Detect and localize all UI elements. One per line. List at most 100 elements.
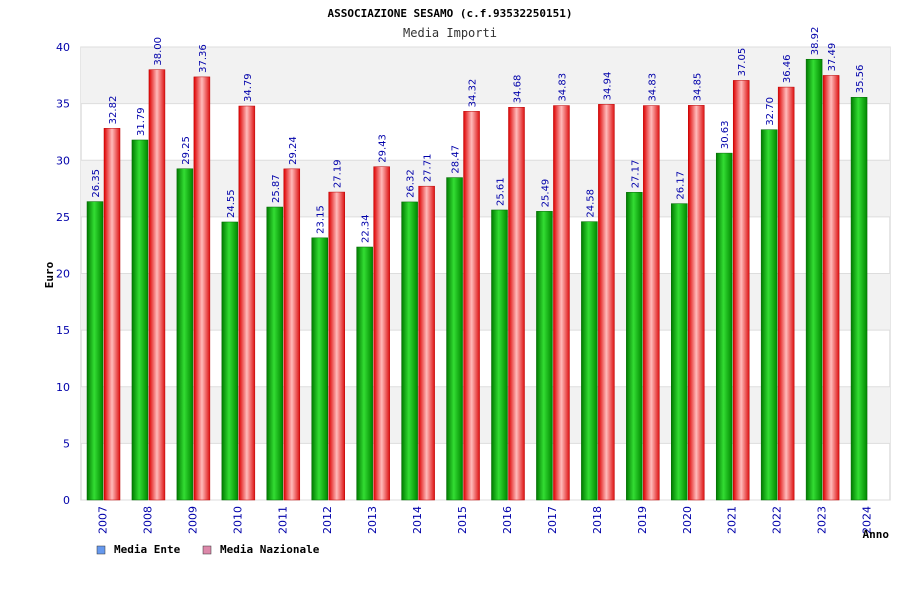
- bar-media-ente: [131, 139, 149, 501]
- bar-media-ente: [311, 237, 328, 501]
- data-label: 34.83: [557, 73, 568, 102]
- y-axis-label: Euro: [43, 261, 56, 288]
- bar-media-nazionale: [148, 69, 166, 501]
- data-label: 30.63: [720, 120, 731, 149]
- x-tick-label: 2010: [231, 506, 244, 534]
- x-tick-label: 2018: [591, 506, 604, 534]
- data-label: 29.43: [378, 134, 389, 163]
- data-label: 25.87: [271, 174, 282, 203]
- y-tick-label: 40: [56, 41, 70, 54]
- data-label: 37.49: [827, 43, 838, 72]
- bar-media-ente: [401, 201, 418, 501]
- bar-media-ente: [850, 97, 868, 501]
- data-label: 35.56: [855, 65, 866, 94]
- x-tick-label: 2015: [456, 506, 469, 534]
- bar-media-nazionale: [238, 105, 256, 501]
- x-tick-label: 2009: [186, 506, 199, 534]
- data-label: 34.79: [243, 73, 254, 102]
- bar-media-nazionale: [373, 166, 390, 501]
- x-tick-label: 2020: [681, 506, 694, 534]
- bar-media-nazionale: [822, 75, 840, 501]
- data-label: 36.46: [782, 54, 793, 83]
- chart-subtitle: Media Importi: [403, 26, 497, 40]
- data-label: 24.58: [585, 189, 596, 218]
- y-tick-label: 30: [56, 154, 70, 167]
- grid-band: [81, 386, 890, 444]
- data-label: 27.19: [333, 159, 344, 188]
- y-tick-label: 15: [56, 324, 70, 337]
- bar-media-nazionale: [777, 86, 795, 501]
- bar-media-ente: [626, 192, 643, 501]
- x-tick-labels: 2007 2008 2009 2010 2011 2012 2013 2014 2015 2016…: [96, 506, 873, 534]
- data-label: 29.24: [288, 136, 299, 165]
- data-label: 32.82: [108, 96, 119, 125]
- bar-media-nazionale: [328, 191, 345, 501]
- data-label: 29.25: [181, 136, 192, 165]
- y-tick-label: 20: [56, 268, 70, 281]
- x-tick-label: 2024: [861, 506, 874, 534]
- x-tick-label: 2007: [96, 506, 109, 534]
- bar-media-ente: [536, 211, 553, 501]
- bar-media-ente: [805, 58, 823, 501]
- data-label: 28.47: [451, 145, 462, 174]
- data-label: 27.71: [423, 154, 434, 183]
- data-label: 38.00: [153, 37, 164, 66]
- bar-media-nazionale: [283, 168, 301, 501]
- x-axis-label: Anno: [863, 528, 890, 541]
- bars: [86, 58, 868, 501]
- bar-media-ente: [356, 246, 373, 501]
- data-label: 25.49: [540, 179, 551, 208]
- data-label: 26.35: [91, 169, 102, 198]
- x-tick-label: 2017: [546, 506, 559, 534]
- bar-media-nazionale: [463, 111, 480, 501]
- bar-media-nazionale: [193, 76, 211, 501]
- y-tick-label: 0: [63, 494, 70, 507]
- legend-label-ente: Media Ente: [114, 543, 181, 556]
- data-label: 26.17: [675, 171, 686, 200]
- grid-lines: [81, 46, 890, 501]
- x-tick-label: 2023: [816, 506, 829, 534]
- bar-media-ente: [266, 206, 284, 501]
- data-label: 34.32: [468, 79, 479, 108]
- x-tick-label: 2021: [726, 506, 739, 534]
- bar-media-nazionale: [508, 106, 525, 501]
- x-tick-label: 2012: [321, 506, 334, 534]
- data-label: 22.34: [361, 214, 372, 243]
- bar-media-ente: [221, 221, 239, 501]
- x-tick-label: 2011: [276, 506, 289, 534]
- data-label: 31.79: [136, 107, 147, 136]
- bar-media-ente: [446, 177, 463, 501]
- bar-media-ente: [760, 129, 778, 501]
- y-tick-label: 35: [56, 98, 70, 111]
- x-tick-label: 2022: [771, 506, 784, 534]
- legend-label-nazionale: Media Nazionale: [220, 543, 320, 556]
- bar-media-nazionale: [688, 105, 705, 501]
- legend-swatch-ente: [96, 545, 106, 555]
- y-tick-labels: 0 5 10 15 20 25 30 35 40: [56, 41, 70, 507]
- data-label: 26.32: [406, 169, 417, 198]
- bar-media-ente: [176, 168, 194, 501]
- x-tick-label: 2019: [636, 506, 649, 534]
- bar-media-nazionale: [598, 104, 615, 501]
- data-label: 27.17: [630, 160, 641, 189]
- y-tick-label: 10: [56, 381, 70, 394]
- data-label: 37.05: [737, 48, 748, 77]
- data-label: 38.92: [810, 27, 821, 56]
- bar-media-nazionale: [643, 105, 660, 501]
- data-label: 34.85: [692, 73, 703, 102]
- x-tick-label: 2016: [501, 506, 514, 534]
- data-label: 32.70: [765, 97, 776, 126]
- bar-media-ente: [581, 221, 598, 501]
- bar-media-nazionale: [732, 80, 750, 501]
- data-label: 37.36: [198, 44, 209, 73]
- data-label: 34.94: [602, 72, 613, 101]
- data-label: 25.61: [496, 177, 507, 206]
- x-tick-label: 2013: [366, 506, 379, 534]
- data-label: 34.83: [647, 73, 658, 102]
- grid-band: [81, 273, 890, 331]
- legend: Media Ente Media Nazionale: [96, 543, 320, 556]
- data-labels: 26.35 32.82 31.79 38.00 29.25 37.36 24.55 34.79…: [91, 27, 866, 243]
- bar-media-ente: [671, 203, 688, 501]
- bar-media-nazionale: [103, 128, 121, 501]
- grid-band: [81, 160, 890, 217]
